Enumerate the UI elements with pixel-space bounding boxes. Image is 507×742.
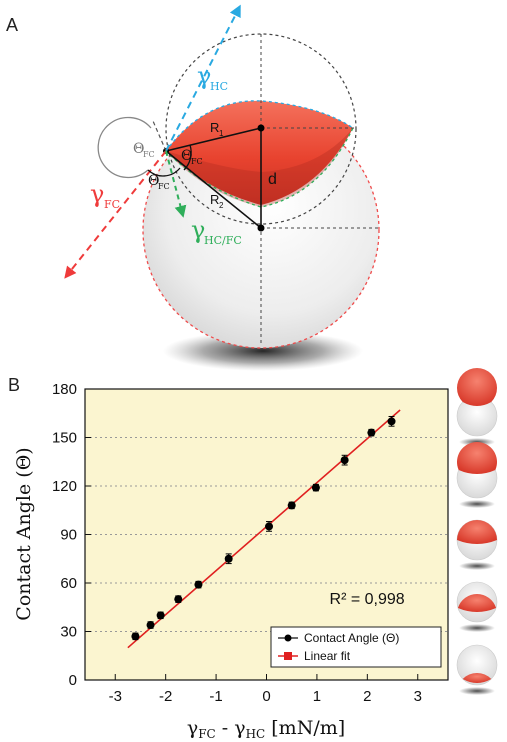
theta-outer-arc (97, 116, 152, 179)
theta-fc-outer-label: Θ FC (133, 141, 155, 159)
legend-marker-dot (284, 634, 292, 642)
data-point (146, 621, 155, 630)
x-tick-label: 0 (262, 688, 270, 705)
svg-text:γ: γ (90, 180, 104, 208)
theta-inner-arc (183, 144, 192, 171)
y-tick-label: 90 (60, 527, 77, 544)
legend: Contact Angle (Θ) Linear fit (270, 626, 442, 668)
y-axis-title: Contact Angle (Θ) (13, 447, 35, 620)
gamma-hc-vector (165, 4, 241, 152)
x-tick-label: 2 (363, 688, 371, 705)
data-point (224, 554, 233, 563)
fc-sphere-outline (142, 111, 380, 349)
hc-center-dot (257, 124, 265, 132)
panel-b-label: B (8, 375, 20, 395)
gamma-hc-label: γ HC (197, 62, 228, 93)
gamma-fc-label: γ FC (90, 180, 120, 211)
y-tick-label: 180 (52, 381, 77, 398)
legend-fit-square (284, 652, 292, 660)
theta-fc-inner-label: Θ FC (181, 148, 203, 166)
svg-text:R: R (210, 120, 219, 135)
svg-text:FC: FC (143, 150, 155, 159)
svg-text:R: R (210, 192, 219, 207)
legend-box (270, 626, 442, 668)
svg-text:2: 2 (219, 201, 224, 210)
legend-entry-fit: Linear fit (304, 649, 351, 663)
mini-sphere-shadow (459, 624, 495, 632)
theta-fc-lower-label: Θ FC (148, 173, 170, 191)
d-label: d (268, 171, 277, 188)
mini-sphere-shadow (459, 500, 495, 508)
svg-text:FC: FC (191, 157, 203, 166)
svg-text:Θ: Θ (181, 148, 192, 164)
data-point (287, 501, 296, 510)
mini-sphere-cap (457, 368, 498, 406)
data-point (340, 456, 349, 465)
x-tick-label: -3 (109, 688, 122, 705)
svg-text:Θ: Θ (148, 173, 159, 189)
theta-lower-arc (147, 167, 181, 177)
y-tick-label: 120 (52, 478, 77, 495)
x-tick-label: 3 (414, 688, 422, 705)
side-spheres (456, 368, 498, 695)
y-tick-label: 60 (60, 575, 77, 592)
r2-line (165, 150, 262, 229)
gamma-hcfc-label: γ HC/FC (191, 216, 242, 247)
panel-b: B 0 30 60 90 120 150 180 -3 -2 -1 0 1 2 3 Contact Ang… (8, 368, 498, 741)
mini-sphere-shadow (459, 687, 495, 695)
mini-sphere-cap (462, 672, 492, 683)
ticks-layer: 0 30 60 90 120 150 180 -3 -2 -1 0 1 2 3 (52, 381, 422, 705)
panel-a-label: A (6, 15, 18, 35)
data-point (194, 580, 203, 589)
data-point (311, 483, 320, 492)
gamma-hcfc-vector (165, 150, 187, 218)
svg-text:FC: FC (104, 198, 120, 211)
tangent-extension (152, 120, 167, 152)
y-tick-label: 150 (52, 430, 77, 447)
panel-a: A γ HC γ FC γ (6, 4, 380, 371)
linear-fit-line (127, 409, 401, 649)
mini-sphere-cap (457, 594, 497, 612)
data-point (156, 611, 165, 620)
y-tick-label: 30 (60, 624, 77, 641)
svg-text:1: 1 (219, 129, 224, 138)
fc-center-dot (257, 224, 265, 232)
data-point (131, 632, 140, 641)
data-point (387, 417, 396, 426)
x-tick-label: -2 (159, 688, 172, 705)
mini-sphere-cap (457, 442, 497, 474)
hc-lens (166, 100, 353, 205)
mini-sphere-shadow (459, 562, 495, 570)
points-layer (131, 415, 396, 641)
svg-text:HC/FC: HC/FC (204, 234, 242, 247)
droplet-shadow (163, 331, 363, 371)
y-tick-label: 0 (69, 672, 77, 689)
legend-entry-points: Contact Angle (Θ) (304, 631, 399, 645)
svg-text:FC: FC (158, 182, 170, 191)
fit-layer (127, 409, 401, 649)
hc-lens-shade (166, 128, 353, 207)
x-tick-label: -1 (209, 688, 222, 705)
data-point (174, 595, 183, 604)
data-point (367, 428, 376, 437)
x-tick-label: 1 (313, 688, 321, 705)
svg-text:γ: γ (197, 62, 211, 90)
mini-sphere (456, 644, 498, 686)
svg-text:γ: γ (191, 216, 205, 244)
svg-text:Θ: Θ (133, 141, 144, 157)
hc-interface (165, 100, 354, 152)
data-point (265, 522, 274, 531)
svg-text:γFC - γHC [mN/m]: γFC - γHC [mN/m] (187, 717, 345, 741)
r2-label: R 2 (210, 192, 224, 210)
x-axis-title: γFC - γHC [mN/m] (187, 717, 345, 741)
r1-label: R 1 (210, 120, 224, 138)
svg-text:HC: HC (210, 80, 228, 93)
mini-sphere-cap (457, 520, 497, 544)
r1-line (165, 127, 262, 152)
r-squared-annotation: R² = 0,998 (330, 591, 405, 608)
